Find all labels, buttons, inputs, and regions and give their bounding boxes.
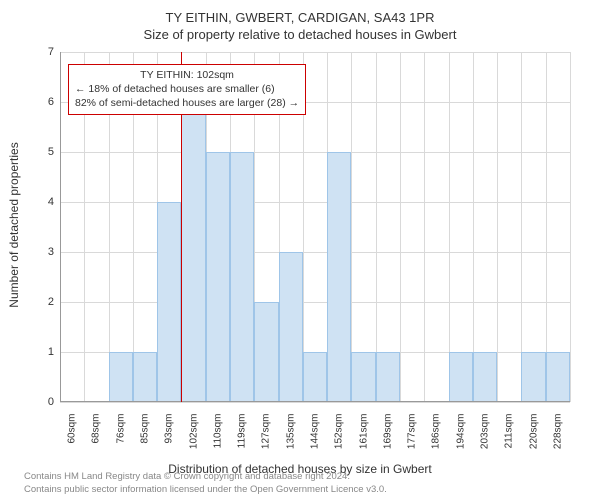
x-tick-label: 186sqm bbox=[431, 414, 442, 454]
histogram-bar bbox=[303, 352, 327, 402]
y-tick-label: 5 bbox=[48, 146, 54, 158]
histogram-bar bbox=[473, 352, 497, 402]
histogram-bar bbox=[254, 302, 278, 402]
histogram-bar bbox=[351, 352, 375, 402]
y-tick-label: 2 bbox=[48, 296, 54, 308]
gridline-vertical bbox=[521, 52, 522, 402]
y-tick-label: 1 bbox=[48, 346, 54, 358]
copyright-line-1: Contains HM Land Registry data © Crown c… bbox=[24, 471, 387, 483]
gridline-horizontal bbox=[60, 252, 570, 253]
histogram-bar bbox=[376, 352, 400, 402]
y-tick-label: 6 bbox=[48, 96, 54, 108]
histogram-bar bbox=[133, 352, 157, 402]
y-axis-line bbox=[60, 52, 61, 402]
gridline-vertical bbox=[400, 52, 401, 402]
x-tick-label: 68sqm bbox=[91, 414, 102, 454]
chart-plot-area: TY EITHIN: 102sqm← 18% of detached house… bbox=[60, 52, 570, 402]
histogram-bar bbox=[327, 152, 351, 402]
x-axis-line bbox=[60, 401, 570, 402]
annotation-line: TY EITHIN: 102sqm bbox=[75, 68, 299, 82]
histogram-bar bbox=[157, 202, 181, 402]
x-tick-label: 76sqm bbox=[115, 414, 126, 454]
x-tick-label: 93sqm bbox=[164, 414, 175, 454]
gridline-vertical bbox=[497, 52, 498, 402]
annotation-line: 82% of semi-detached houses are larger (… bbox=[75, 96, 299, 110]
y-axis-label: Number of detached properties bbox=[7, 142, 21, 307]
x-tick-label: 127sqm bbox=[261, 414, 272, 454]
page-subtitle: Size of property relative to detached ho… bbox=[0, 27, 600, 42]
gridline-vertical bbox=[570, 52, 571, 402]
x-tick-label: 228sqm bbox=[552, 414, 563, 454]
x-tick-label: 177sqm bbox=[407, 414, 418, 454]
gridline-horizontal bbox=[60, 152, 570, 153]
x-tick-label: 110sqm bbox=[212, 414, 223, 454]
copyright-text: Contains HM Land Registry data © Crown c… bbox=[24, 471, 387, 496]
histogram-bar bbox=[109, 352, 133, 402]
x-tick-label: 102sqm bbox=[188, 414, 199, 454]
gridline-vertical bbox=[473, 52, 474, 402]
annotation-line: ← 18% of detached houses are smaller (6) bbox=[75, 82, 299, 96]
y-tick-label: 3 bbox=[48, 246, 54, 258]
histogram-bar bbox=[521, 352, 545, 402]
histogram-bar bbox=[206, 152, 230, 402]
histogram-bar bbox=[279, 252, 303, 402]
x-tick-label: 135sqm bbox=[285, 414, 296, 454]
gridline-horizontal bbox=[60, 202, 570, 203]
annotation-box: TY EITHIN: 102sqm← 18% of detached house… bbox=[68, 64, 306, 115]
histogram-bar bbox=[546, 352, 570, 402]
gridline-vertical bbox=[546, 52, 547, 402]
gridline-horizontal bbox=[60, 302, 570, 303]
gridline-vertical bbox=[351, 52, 352, 402]
x-tick-label: 211sqm bbox=[504, 414, 515, 454]
x-tick-label: 85sqm bbox=[140, 414, 151, 454]
histogram-bar bbox=[181, 102, 205, 402]
gridline-horizontal bbox=[60, 402, 570, 403]
histogram-bar bbox=[230, 152, 254, 402]
gridline-horizontal bbox=[60, 52, 570, 53]
gridline-vertical bbox=[376, 52, 377, 402]
copyright-line-2: Contains public sector information licen… bbox=[24, 484, 387, 496]
x-tick-label: 169sqm bbox=[382, 414, 393, 454]
x-tick-label: 152sqm bbox=[334, 414, 345, 454]
y-tick-label: 7 bbox=[48, 46, 54, 58]
x-tick-label: 203sqm bbox=[480, 414, 491, 454]
x-tick-label: 161sqm bbox=[358, 414, 369, 454]
x-tick-label: 60sqm bbox=[67, 414, 78, 454]
x-tick-label: 220sqm bbox=[528, 414, 539, 454]
x-tick-label: 144sqm bbox=[310, 414, 321, 454]
gridline-vertical bbox=[424, 52, 425, 402]
gridline-vertical bbox=[449, 52, 450, 402]
histogram-bar bbox=[449, 352, 473, 402]
y-tick-label: 4 bbox=[48, 196, 54, 208]
x-tick-label: 119sqm bbox=[237, 414, 248, 454]
x-tick-label: 194sqm bbox=[455, 414, 466, 454]
page-title: TY EITHIN, GWBERT, CARDIGAN, SA43 1PR bbox=[0, 10, 600, 25]
y-tick-label: 0 bbox=[48, 396, 54, 408]
